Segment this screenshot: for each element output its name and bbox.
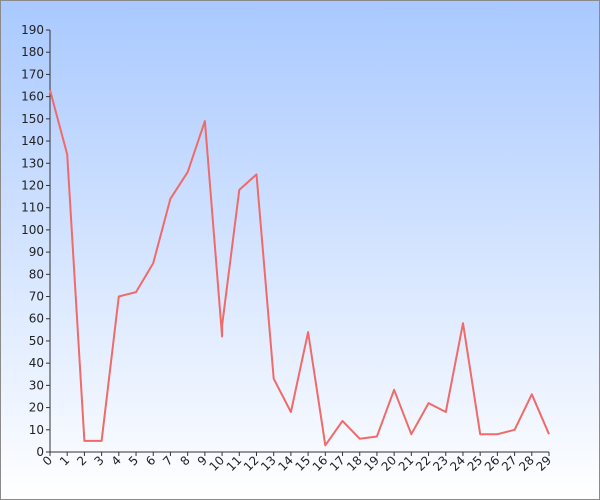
y-tick-label: 40 <box>29 356 44 370</box>
y-tick-label: 160 <box>21 90 44 104</box>
series-line <box>49 89 550 447</box>
y-tick-label: 190 <box>21 23 44 37</box>
y-tick-label: 170 <box>21 67 44 81</box>
y-tick-label: 10 <box>29 423 44 437</box>
y-tick-label: 120 <box>21 178 44 192</box>
y-tick-label: 140 <box>21 134 44 148</box>
y-tick-label: 20 <box>29 401 44 415</box>
y-tick-label: 30 <box>29 378 44 392</box>
y-tick-label: 100 <box>21 223 44 237</box>
y-tick-label: 70 <box>29 290 44 304</box>
y-tick-label: 110 <box>21 201 44 215</box>
y-tick-label: 50 <box>29 334 44 348</box>
y-tick-label: 150 <box>21 112 44 126</box>
y-tick-label: 60 <box>29 312 44 326</box>
y-tick-label: 180 <box>21 45 44 59</box>
y-tick-label: 80 <box>29 267 44 281</box>
y-tick-label: 90 <box>29 245 44 259</box>
y-tick-label: 130 <box>21 156 44 170</box>
y-tick-label: 0 <box>36 445 44 459</box>
